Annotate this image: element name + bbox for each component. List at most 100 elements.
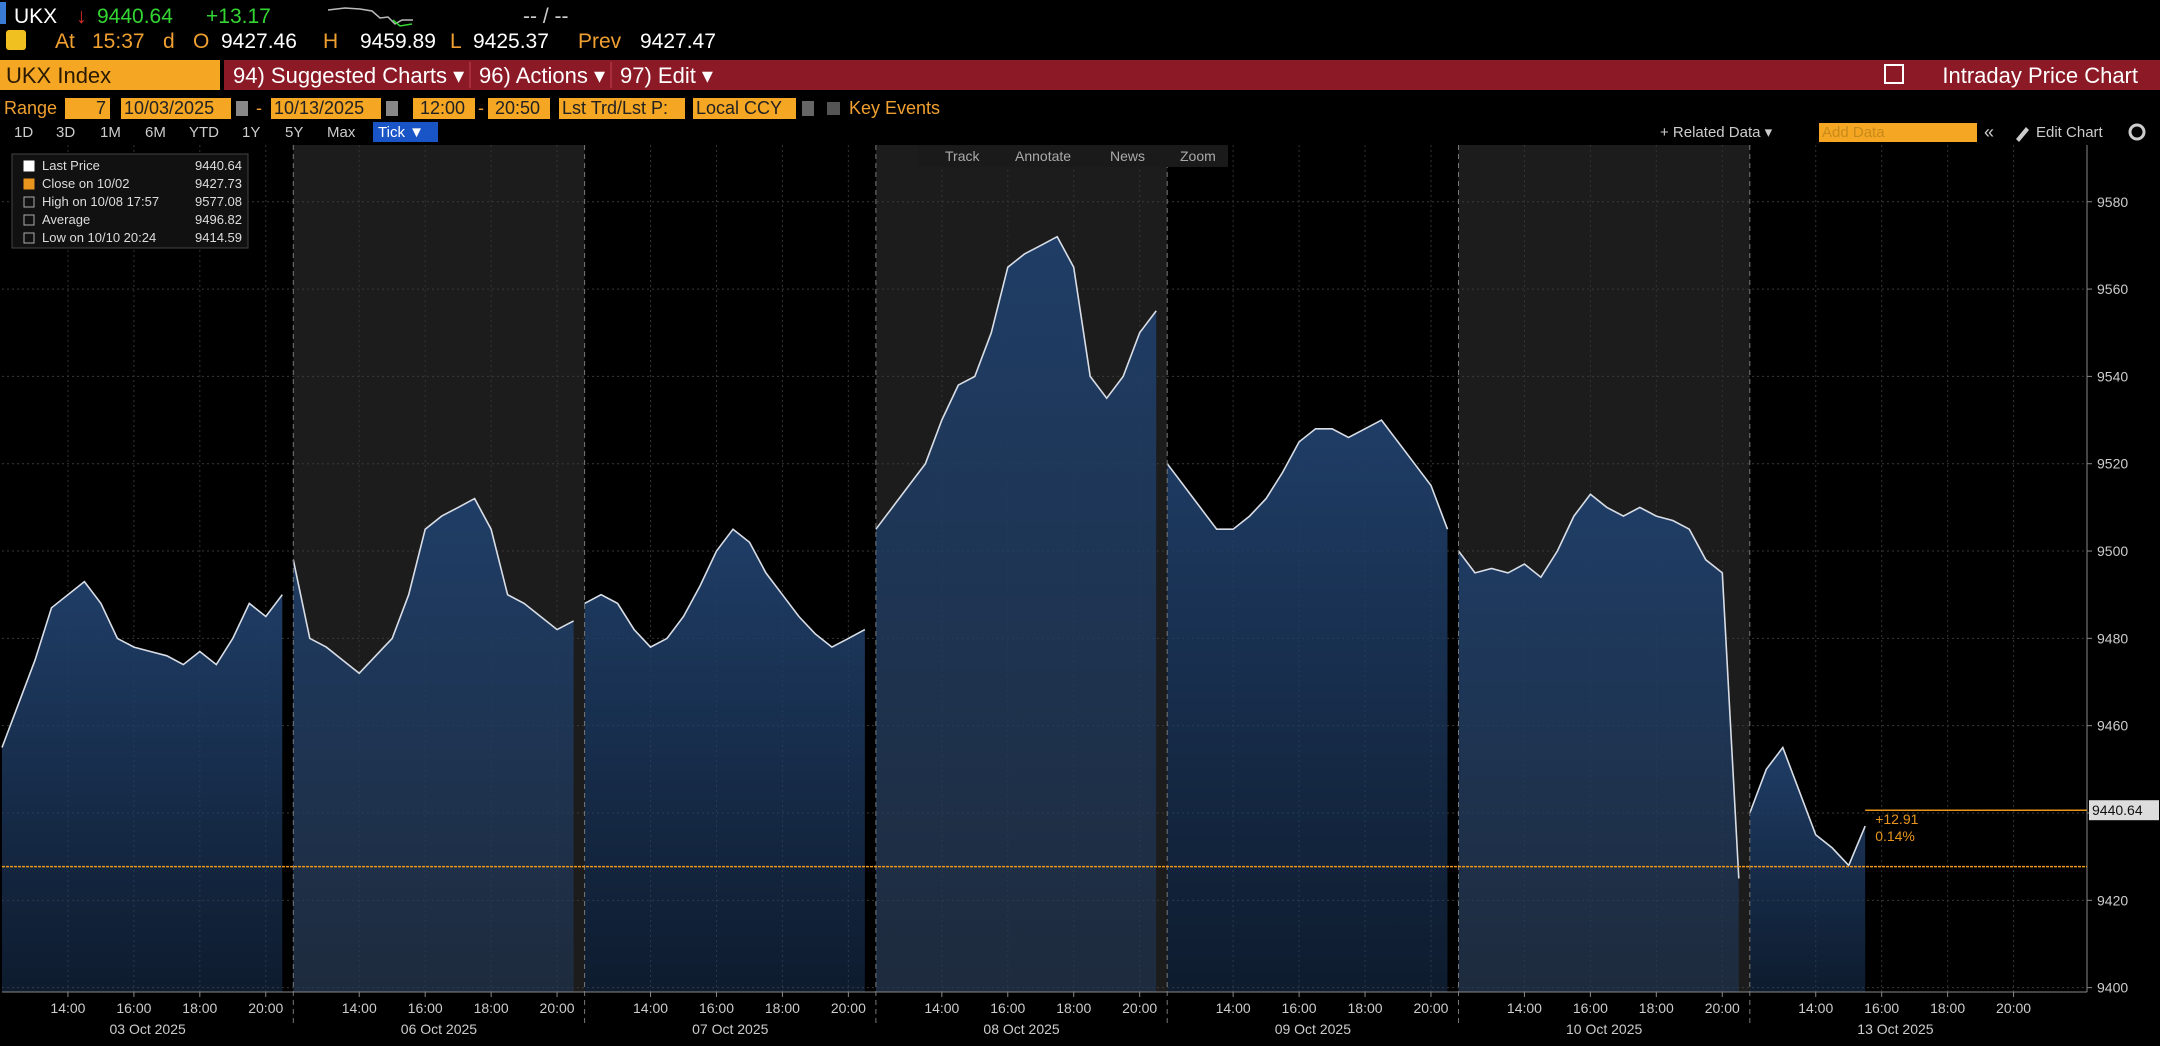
period-button[interactable]: YTD bbox=[189, 124, 219, 141]
time: 15:37 bbox=[92, 30, 145, 53]
period-button[interactable]: 1M bbox=[100, 124, 121, 141]
price-area bbox=[584, 529, 865, 992]
end-date[interactable]: 10/13/2025 bbox=[274, 98, 364, 118]
key-events[interactable]: Key Events bbox=[849, 98, 940, 118]
x-tick-label: 18:00 bbox=[1930, 1000, 1965, 1016]
calendar-icon[interactable] bbox=[236, 101, 248, 116]
dropdown-icon[interactable] bbox=[802, 101, 814, 116]
menu-item[interactable]: 94) Suggested Charts ▾ bbox=[233, 63, 464, 88]
x-tick-label: 20:00 bbox=[831, 1000, 866, 1016]
settings-icon[interactable] bbox=[2128, 123, 2146, 141]
y-tick-label: 9540 bbox=[2097, 368, 2128, 384]
x-tick-label: 16:00 bbox=[1573, 1000, 1608, 1016]
y-tick-label: 9400 bbox=[2097, 980, 2128, 996]
input-box[interactable] bbox=[488, 98, 550, 119]
period-button[interactable]: 6M bbox=[145, 124, 166, 141]
price-area bbox=[875, 236, 1157, 992]
tick-mode[interactable]: Tick ▼ bbox=[378, 124, 424, 141]
x-tick-label: 20:00 bbox=[1122, 1000, 1157, 1016]
date-label: 03 Oct 2025 bbox=[110, 1021, 186, 1037]
legend-label: High on 10/08 17:57 bbox=[42, 194, 159, 209]
legend-box bbox=[11, 153, 249, 249]
security-box[interactable] bbox=[0, 60, 220, 90]
input-box[interactable] bbox=[413, 98, 475, 119]
y-tick-label: 9580 bbox=[2097, 194, 2128, 210]
x-tick-label: 16:00 bbox=[699, 1000, 734, 1016]
x-tick-label: 16:00 bbox=[1282, 1000, 1317, 1016]
period-button[interactable]: 1Y bbox=[242, 124, 260, 141]
range-count[interactable]: 7 bbox=[96, 98, 106, 118]
date-label: 08 Oct 2025 bbox=[983, 1021, 1059, 1037]
y-tick-label: 9520 bbox=[2097, 456, 2128, 472]
price-type[interactable]: Lst Trd/Lst P: bbox=[562, 98, 668, 118]
input-box[interactable] bbox=[121, 98, 231, 119]
change-annotation: +12.91 bbox=[1875, 811, 1918, 827]
x-tick-label: 20:00 bbox=[1413, 1000, 1448, 1016]
chart-tool[interactable]: News bbox=[1110, 148, 1145, 164]
x-tick-label: 20:00 bbox=[540, 1000, 575, 1016]
input-box[interactable] bbox=[65, 98, 110, 119]
x-tick-label: 20:00 bbox=[1996, 1000, 2031, 1016]
open-label: O bbox=[193, 30, 209, 53]
calendar-icon[interactable] bbox=[386, 101, 398, 116]
x-tick-label: 14:00 bbox=[50, 1000, 85, 1016]
security[interactable]: UKX Index bbox=[6, 63, 111, 88]
last-price-tag bbox=[2089, 800, 2159, 821]
x-tick-label: 16:00 bbox=[116, 1000, 151, 1016]
input-box[interactable] bbox=[559, 98, 685, 119]
period-button[interactable]: 1D bbox=[14, 124, 33, 141]
bid-ask: -- / -- bbox=[523, 5, 568, 28]
related-data[interactable]: + Related Data ▾ bbox=[1660, 124, 1773, 141]
price-line bbox=[1749, 745, 1866, 867]
menu-item[interactable]: 97) Edit ▾ bbox=[620, 63, 713, 88]
pencil-icon bbox=[2016, 127, 2029, 142]
input-box[interactable] bbox=[271, 98, 381, 119]
last-price-tag-label: 9440.64 bbox=[2092, 802, 2143, 818]
date-label: 09 Oct 2025 bbox=[1275, 1021, 1351, 1037]
range-dash: - bbox=[478, 98, 484, 118]
range-dash: - bbox=[256, 98, 262, 118]
legend-label: Low on 10/10 20:24 bbox=[42, 230, 156, 245]
to-time[interactable]: 20:50 bbox=[495, 98, 540, 118]
add-data-box[interactable] bbox=[1819, 123, 1977, 142]
ticker: UKX bbox=[14, 5, 57, 28]
page-title: Intraday Price Chart bbox=[1942, 63, 2138, 88]
price-area bbox=[2, 581, 283, 992]
from-time[interactable]: 12:00 bbox=[420, 98, 465, 118]
period-button[interactable]: 5Y bbox=[285, 124, 303, 141]
edit-chart[interactable]: Edit Chart bbox=[2036, 124, 2104, 141]
date-label: 06 Oct 2025 bbox=[401, 1021, 477, 1037]
menu-item[interactable]: 96) Actions ▾ bbox=[479, 63, 605, 88]
tool-strip bbox=[918, 145, 1228, 167]
prev-label: Prev bbox=[578, 30, 622, 53]
legend-value: 9427.73 bbox=[195, 176, 242, 191]
chart-tool[interactable]: Track bbox=[945, 148, 980, 164]
info-icon[interactable] bbox=[6, 30, 26, 50]
y-tick-label: 9560 bbox=[2097, 281, 2128, 297]
price-line bbox=[292, 497, 574, 675]
y-tick-label: 9500 bbox=[2097, 543, 2128, 559]
x-tick-label: 18:00 bbox=[1348, 1000, 1383, 1016]
legend-value: 9440.64 bbox=[195, 158, 242, 173]
legend-label: Average bbox=[42, 212, 90, 227]
popout-icon[interactable] bbox=[1884, 64, 1904, 84]
date-label: 13 Oct 2025 bbox=[1857, 1021, 1933, 1037]
add-data[interactable]: Add Data bbox=[1822, 124, 1885, 141]
price-line bbox=[584, 528, 866, 649]
checkbox[interactable] bbox=[827, 102, 840, 115]
y-tick-label: 9420 bbox=[2097, 892, 2128, 908]
x-tick-label: 18:00 bbox=[182, 1000, 217, 1016]
chart-tool[interactable]: Zoom bbox=[1180, 148, 1216, 164]
currency[interactable]: Local CCY bbox=[696, 98, 782, 118]
price-area bbox=[293, 498, 574, 992]
start-date[interactable]: 10/03/2025 bbox=[124, 98, 214, 118]
menu-bar bbox=[224, 60, 2160, 90]
input-box[interactable] bbox=[693, 98, 796, 119]
period-button[interactable]: 3D bbox=[56, 124, 75, 141]
collapse[interactable]: « bbox=[1984, 122, 1994, 142]
period-button[interactable]: Max bbox=[327, 124, 356, 141]
direction-arrow: ↓ bbox=[76, 5, 87, 28]
chart-tool[interactable]: Annotate bbox=[1015, 148, 1071, 164]
tick-button[interactable] bbox=[373, 122, 438, 142]
d-label: d bbox=[163, 30, 175, 53]
